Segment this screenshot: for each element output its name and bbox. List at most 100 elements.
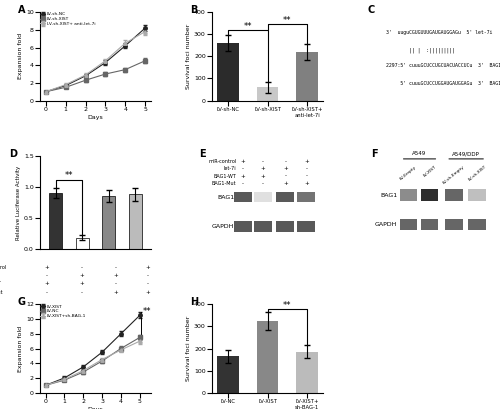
Text: miR-control: miR-control (208, 159, 236, 164)
FancyBboxPatch shape (276, 192, 294, 202)
FancyBboxPatch shape (400, 219, 417, 230)
Text: GAPDH: GAPDH (212, 224, 234, 229)
Text: B: B (190, 5, 197, 15)
Text: -: - (242, 166, 244, 171)
Legend: LV-XIST, LV-NC, LV-XIST+sh-BAG-1: LV-XIST, LV-NC, LV-XIST+sh-BAG-1 (40, 304, 86, 318)
FancyBboxPatch shape (276, 221, 294, 232)
Text: +: + (240, 174, 246, 179)
FancyBboxPatch shape (298, 192, 315, 202)
X-axis label: Days: Days (88, 407, 104, 409)
Text: -: - (81, 265, 83, 270)
Text: F: F (370, 149, 378, 159)
Text: LV-sh-Empty: LV-sh-Empty (442, 164, 466, 185)
Text: +: + (240, 159, 246, 164)
Bar (256, 321, 278, 393)
Text: **: ** (244, 22, 252, 31)
Text: -: - (46, 290, 48, 295)
Text: LV-XIST: LV-XIST (422, 164, 437, 178)
Bar (76, 238, 89, 249)
Bar (256, 87, 278, 101)
Text: **: ** (142, 307, 151, 316)
Text: LV-Empty: LV-Empty (400, 164, 417, 180)
Text: +: + (44, 265, 49, 270)
Text: A549: A549 (412, 151, 426, 156)
Text: +: + (304, 181, 308, 186)
FancyBboxPatch shape (468, 189, 486, 200)
Text: -: - (306, 166, 308, 171)
Bar (296, 52, 318, 101)
Text: -: - (81, 290, 83, 295)
Bar (296, 352, 318, 393)
Text: G: G (18, 297, 26, 307)
Y-axis label: Expansion fold: Expansion fold (18, 33, 23, 79)
FancyBboxPatch shape (254, 192, 272, 202)
Text: H: H (190, 297, 198, 307)
Text: 5' cuuuGCUCCUGGAUGAUGGAGu  3'  BAG1 Mut: 5' cuuuGCUCCUGGAUGAUGGAGu 3' BAG1 Mut (386, 81, 500, 86)
Text: +: + (44, 281, 49, 286)
FancyBboxPatch shape (298, 221, 315, 232)
Bar (217, 356, 239, 393)
Text: +: + (304, 159, 308, 164)
Text: BAG1: BAG1 (217, 195, 234, 200)
Y-axis label: Expansion fold: Expansion fold (18, 326, 23, 372)
Text: BAG1-WT: BAG1-WT (214, 174, 236, 179)
Bar (102, 196, 116, 249)
Text: +: + (146, 265, 150, 270)
X-axis label: Days: Days (88, 115, 104, 119)
Text: +: + (260, 166, 266, 171)
Text: 2297:5' cuuuGCUCCUGCUACUACCUCu  3'  BAG1 WT: 2297:5' cuuuGCUCCUGCUACUACCUCu 3' BAG1 W… (386, 63, 500, 68)
Text: -: - (284, 159, 286, 164)
Text: -: - (114, 265, 116, 270)
Text: -: - (146, 273, 148, 278)
Text: -: - (114, 281, 116, 286)
Text: **: ** (283, 301, 292, 310)
Text: +: + (146, 290, 150, 295)
Legend: LV-sh-NC, LV-sh-XIST, LV-sh-XIST+ anti-let-7i: LV-sh-NC, LV-sh-XIST, LV-sh-XIST+ anti-l… (40, 12, 96, 26)
Text: -: - (242, 181, 244, 186)
FancyBboxPatch shape (420, 189, 438, 200)
Text: +: + (113, 290, 118, 295)
Text: GAPDH: GAPDH (375, 222, 398, 227)
FancyBboxPatch shape (445, 219, 463, 230)
FancyBboxPatch shape (234, 221, 252, 232)
Y-axis label: Survival foci number: Survival foci number (186, 316, 191, 381)
Text: 3'  uuguCGUGUUUGAUGAUGGAGu  5' let-7i: 3' uuguCGUGUUUGAUGAUGGAGu 5' let-7i (386, 30, 492, 35)
FancyBboxPatch shape (445, 189, 463, 200)
Text: -: - (306, 174, 308, 179)
Text: let-7i: let-7i (224, 166, 236, 171)
Text: BAG1-WT: BAG1-WT (0, 281, 2, 286)
Text: E: E (198, 149, 205, 159)
Bar (128, 194, 141, 249)
Text: **: ** (65, 171, 74, 180)
Text: D: D (9, 149, 17, 159)
Text: A: A (18, 5, 26, 15)
Text: -: - (146, 281, 148, 286)
Text: || |  :|||||||||: || | :||||||||| (386, 47, 455, 53)
Text: BAG1-Mut: BAG1-Mut (0, 290, 4, 295)
Text: LV-sh-XIST: LV-sh-XIST (468, 164, 487, 182)
Text: +: + (283, 166, 288, 171)
Text: A549/DDP: A549/DDP (452, 151, 479, 156)
Y-axis label: Survival foci number: Survival foci number (186, 24, 191, 89)
FancyBboxPatch shape (234, 192, 252, 202)
FancyBboxPatch shape (400, 189, 417, 200)
Text: +: + (80, 273, 84, 278)
Text: C: C (368, 5, 374, 15)
Text: miR-control: miR-control (0, 265, 7, 270)
Text: +: + (113, 273, 118, 278)
Text: BAG1-Mut: BAG1-Mut (212, 181, 236, 186)
Text: -: - (262, 181, 264, 186)
Text: -: - (284, 174, 286, 179)
FancyBboxPatch shape (420, 219, 438, 230)
FancyBboxPatch shape (254, 221, 272, 232)
Text: BAG1: BAG1 (380, 193, 398, 198)
Text: **: ** (283, 16, 292, 25)
Text: -: - (262, 159, 264, 164)
Text: +: + (283, 181, 288, 186)
Bar (217, 43, 239, 101)
Bar (49, 193, 62, 249)
Text: +: + (260, 174, 266, 179)
FancyBboxPatch shape (468, 219, 486, 230)
Y-axis label: Relative Luciferase Activity: Relative Luciferase Activity (16, 165, 21, 240)
Text: +: + (80, 281, 84, 286)
